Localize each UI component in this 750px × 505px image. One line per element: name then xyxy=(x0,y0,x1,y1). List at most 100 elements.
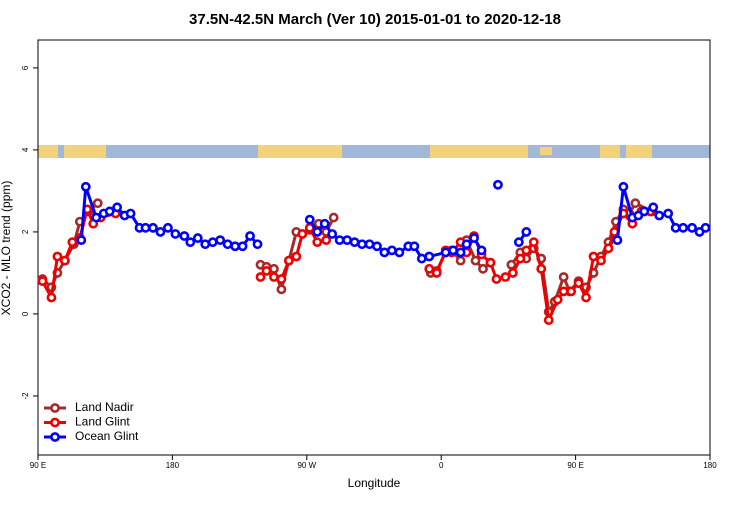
data-point xyxy=(528,237,539,248)
data-point xyxy=(59,255,70,266)
legend-label: Land Nadir xyxy=(75,400,134,414)
x-tick-label: 180 xyxy=(166,461,180,470)
legend-marker xyxy=(50,432,60,442)
data-point xyxy=(687,222,697,233)
data-point xyxy=(424,251,435,262)
y-tick-label: 2 xyxy=(21,229,30,234)
data-point xyxy=(321,235,332,246)
data-point xyxy=(515,253,526,264)
data-point xyxy=(387,245,397,256)
data-point xyxy=(448,245,459,256)
y-tick-label: 4 xyxy=(21,147,30,152)
data-point xyxy=(461,239,472,250)
data-point xyxy=(297,229,308,239)
y-tick-label: 6 xyxy=(21,65,30,70)
data-point xyxy=(364,239,375,250)
data-point xyxy=(222,239,233,250)
data-point xyxy=(663,208,674,219)
legend-label: Land Glint xyxy=(75,415,130,429)
series xyxy=(76,179,711,264)
data-point xyxy=(431,268,442,278)
data-point xyxy=(46,292,57,303)
data-point xyxy=(252,239,263,250)
data-point xyxy=(440,247,451,258)
data-point xyxy=(476,245,487,256)
data-point xyxy=(603,243,614,254)
data-point xyxy=(700,222,711,233)
data-point xyxy=(255,272,266,282)
data-point xyxy=(424,263,435,274)
data-point xyxy=(276,274,287,284)
data-point xyxy=(521,245,532,256)
data-point xyxy=(558,286,569,297)
data-point xyxy=(179,231,190,241)
data-point xyxy=(245,231,255,241)
data-point xyxy=(67,237,78,248)
data-point xyxy=(416,253,427,264)
data-point xyxy=(155,227,166,237)
data-point xyxy=(581,292,591,303)
data-point xyxy=(112,202,123,213)
data-point xyxy=(207,237,218,248)
data-point xyxy=(478,263,488,274)
data-point xyxy=(230,241,241,252)
data-point xyxy=(163,222,173,233)
data-point xyxy=(342,235,353,246)
data-point xyxy=(192,233,203,243)
x-axis-label: Longitude xyxy=(348,476,401,490)
data-point xyxy=(170,229,181,239)
data-point xyxy=(291,251,302,262)
legend-marker xyxy=(50,417,60,428)
data-point xyxy=(639,206,650,217)
data-point xyxy=(588,251,599,262)
y-axis-label: XCO2 - MLO trend (ppm) xyxy=(0,181,13,316)
x-tick-label: 0 xyxy=(439,461,444,470)
data-point xyxy=(654,210,665,221)
data-point xyxy=(283,255,294,266)
data-point xyxy=(552,294,563,305)
data-point xyxy=(185,237,196,248)
data-point xyxy=(312,237,323,248)
data-point xyxy=(104,206,115,217)
data-point xyxy=(357,239,367,250)
data-point xyxy=(125,208,136,219)
data-point xyxy=(200,239,211,250)
y-tick-label: -2 xyxy=(21,392,30,400)
x-tick-label: 180 xyxy=(703,461,717,470)
data-point xyxy=(558,272,569,282)
map-strip xyxy=(38,145,710,158)
data-point xyxy=(485,257,496,268)
data-point xyxy=(319,218,330,229)
data-point xyxy=(536,263,547,274)
data-point xyxy=(521,227,532,237)
legend-label: Ocean Glint xyxy=(75,429,139,443)
data-point xyxy=(148,222,158,233)
data-point xyxy=(618,181,629,192)
y-tick-label: 0 xyxy=(21,311,30,316)
x-tick-label: 90 E xyxy=(30,461,46,470)
data-point xyxy=(140,222,151,233)
data-point xyxy=(269,272,279,282)
data-point xyxy=(304,214,315,225)
data-point xyxy=(543,315,554,325)
data-point xyxy=(506,259,517,270)
data-point xyxy=(507,268,518,278)
data-point xyxy=(500,272,511,282)
data-point xyxy=(470,255,481,266)
data-point xyxy=(394,247,405,258)
data-point xyxy=(334,235,345,246)
data-point xyxy=(630,198,641,209)
data-point xyxy=(276,284,287,295)
legend-marker xyxy=(50,403,60,413)
data-point xyxy=(52,251,63,262)
data-point xyxy=(372,241,382,252)
data-point xyxy=(379,247,390,258)
data-point xyxy=(493,179,503,190)
data-point xyxy=(455,255,466,266)
data-point xyxy=(327,229,338,239)
data-point xyxy=(455,247,466,258)
data-point xyxy=(237,241,248,252)
series xyxy=(37,204,656,326)
data-point xyxy=(37,276,48,287)
